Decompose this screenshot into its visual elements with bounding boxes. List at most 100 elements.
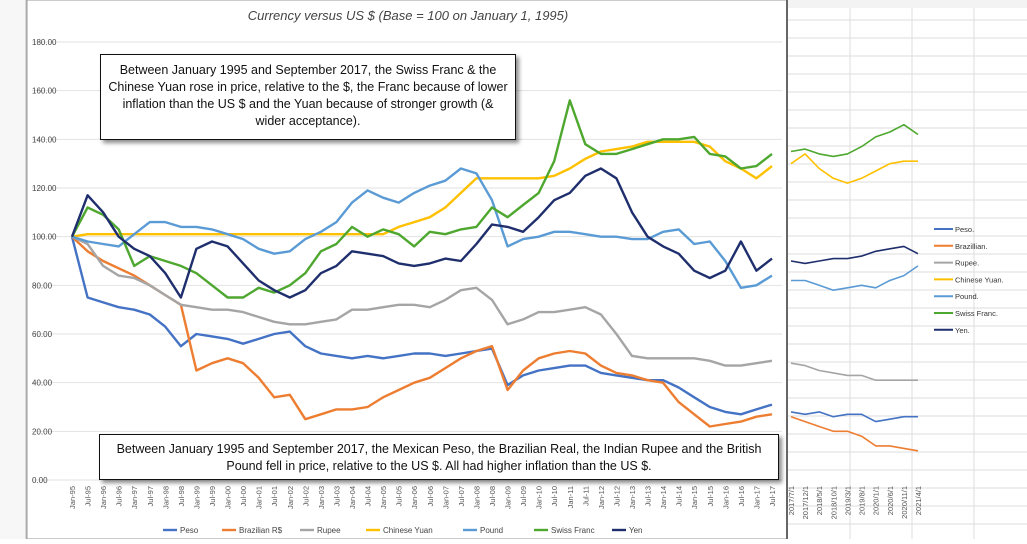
x-tick-label: Jul-11 — [581, 486, 590, 506]
side-x-tick-label: 2019/3/1 — [843, 486, 852, 515]
x-tick-label: Jan-07 — [441, 486, 450, 509]
side-series-line-peso- — [790, 411, 918, 423]
side-x-tick-label: 2018/5/1 — [815, 486, 824, 515]
x-tick-label: Jul-98 — [177, 486, 186, 506]
legend-label: Rupee — [317, 526, 341, 535]
x-tick-label: Jan-12 — [597, 486, 606, 509]
x-tick-label: Jan-13 — [628, 486, 637, 509]
x-axis-ticks: Jan-95 Jul-95 Jan-96 Jul-96 Jan-97 Jul-97 Jan-… — [68, 486, 777, 509]
x-tick-label: Jul-14 — [675, 486, 684, 506]
bottom-legend: Peso Brazilian R$ Rupee Chinese Yuan Pound Sw… — [163, 526, 643, 535]
legend-label: Yen — [629, 526, 643, 535]
x-tick-label: Jan-14 — [659, 486, 668, 509]
side-x-tick-label: 2020/6/1 — [886, 486, 895, 515]
legend-label: Peso — [180, 526, 199, 535]
main-series-group — [70, 99, 773, 428]
legend-label: Pound — [480, 526, 503, 535]
y-tick-label: 0.00 — [32, 476, 48, 485]
side-legend-label: Chinese Yuan. — [955, 275, 1004, 284]
legend-label: Swiss Franc — [551, 526, 595, 535]
x-tick-label: Jul-00 — [239, 486, 248, 506]
side-series-line-brazillian- — [790, 415, 919, 452]
x-tick-label: Jan-17 — [752, 486, 761, 509]
x-tick-label: Jul-09 — [519, 486, 528, 506]
x-tick-label: Jan-15 — [690, 486, 699, 509]
side-legend: Peso. Brazillian. Rupee. Chinese Yuan. Pound… — [934, 225, 1004, 335]
x-tick-label: Jan-08 — [472, 486, 481, 509]
legend-label: Brazilian R$ — [239, 526, 283, 535]
y-tick-label: 120.00 — [32, 184, 57, 193]
y-tick-label: 100.00 — [32, 233, 57, 242]
x-tick-label: Jul-16 — [737, 486, 746, 506]
x-tick-label: Jul-03 — [332, 486, 341, 506]
side-series-group — [790, 123, 919, 452]
chart-title: Currency versus US $ (Base = 100 on Janu… — [248, 8, 568, 23]
annotation-bottom: Between January 1995 and September 2017,… — [99, 434, 779, 480]
side-series-line-yen- — [790, 245, 919, 265]
y-tick-label: 40.00 — [32, 379, 53, 388]
series-line-rupee — [71, 235, 773, 367]
x-tick-label: Jul-02 — [301, 486, 310, 506]
y-axis-ticks: 0.00 20.00 40.00 60.00 80.00 100.00 120.00 140.… — [32, 38, 57, 485]
side-x-tick-label: 2019/8/1 — [858, 486, 867, 515]
series-line-yen — [70, 167, 773, 299]
x-tick-label: Jan-04 — [348, 486, 357, 509]
annotation-top: Between January 1995 and September 2017,… — [100, 54, 516, 140]
y-tick-label: 180.00 — [32, 38, 57, 47]
series-line-brazilian-r- — [71, 235, 773, 428]
x-tick-label: Jul-10 — [550, 486, 559, 506]
x-tick-label: Jul-99 — [208, 486, 217, 506]
y-tick-label: 140.00 — [32, 135, 57, 144]
x-tick-label: Jan-99 — [192, 486, 201, 509]
x-tick-label: Jan-00 — [224, 486, 233, 509]
x-tick-label: Jan-98 — [161, 486, 170, 509]
x-tick-label: Jan-97 — [130, 486, 139, 509]
x-tick-label: Jul-97 — [146, 486, 155, 506]
side-x-axis-ticks: 2017/7/1 2017/12/1 2018/5/1 2018/10/1 2019/3… — [787, 486, 923, 519]
x-tick-label: Jan-96 — [99, 486, 108, 509]
x-tick-label: Jul-13 — [644, 486, 653, 506]
left-grid — [0, 0, 27, 539]
y-tick-label: 160.00 — [32, 87, 57, 96]
legend-label: Chinese Yuan — [383, 526, 433, 535]
x-tick-label: Jan-06 — [410, 486, 419, 509]
side-series-line-pound- — [791, 265, 919, 292]
x-tick-label: Jul-04 — [364, 486, 373, 506]
x-tick-label: Jan-11 — [566, 486, 575, 508]
x-tick-label: Jan-02 — [286, 486, 295, 509]
x-tick-label: Jul-05 — [395, 486, 404, 506]
side-legend-label: Peso. — [955, 225, 974, 234]
x-tick-label: Jul-17 — [768, 486, 777, 506]
side-series-line-chinese-yuan- — [790, 153, 918, 184]
x-tick-label: Jul-06 — [426, 486, 435, 506]
x-tick-label: Jul-07 — [457, 486, 466, 506]
side-x-tick-label: 2017/7/1 — [787, 486, 796, 515]
x-tick-label: Jan-03 — [317, 486, 326, 509]
side-legend-label: Yen. — [955, 326, 970, 335]
x-tick-label: Jul-96 — [115, 486, 124, 506]
side-x-tick-label: 2020/11/1 — [900, 486, 909, 519]
series-line-pound — [71, 167, 773, 289]
side-x-tick-label: 2017/12/1 — [801, 486, 810, 519]
x-tick-label: Jan-01 — [255, 486, 264, 509]
x-tick-label: Jul-08 — [488, 486, 497, 506]
x-tick-label: Jan-10 — [535, 486, 544, 509]
side-legend-label: Pound. — [955, 292, 979, 301]
x-tick-label: Jul-01 — [270, 486, 279, 506]
x-tick-label: Jul-15 — [706, 486, 715, 506]
y-tick-label: 80.00 — [32, 281, 53, 290]
side-legend-label: Brazillian. — [955, 242, 988, 251]
x-tick-label: Jan-09 — [504, 486, 513, 509]
side-x-tick-label: 2021/4/1 — [914, 486, 923, 515]
x-tick-label: Jan-05 — [379, 486, 388, 509]
x-tick-label: Jan-16 — [721, 486, 730, 509]
side-series-line-swiss-franc- — [790, 123, 919, 158]
x-tick-label: Jul-12 — [612, 486, 621, 506]
y-tick-label: 20.00 — [32, 427, 53, 436]
side-x-tick-label: 2018/10/1 — [829, 486, 838, 519]
x-tick-label: Jan-95 — [68, 486, 77, 509]
side-legend-label: Swiss Franc. — [955, 309, 998, 318]
side-series-line-rupee- — [790, 362, 918, 382]
y-tick-label: 60.00 — [32, 330, 53, 339]
